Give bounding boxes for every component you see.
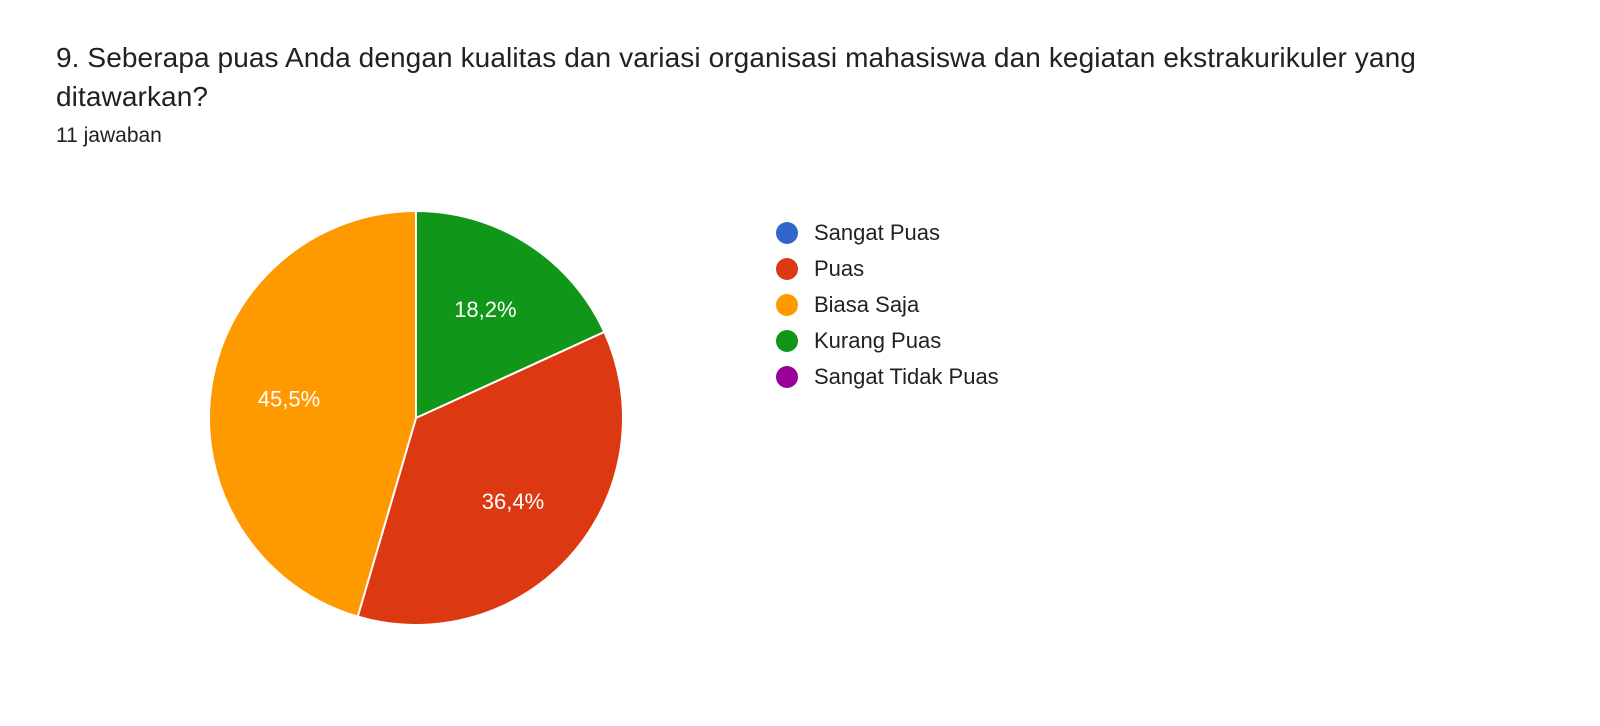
legend-swatch (776, 294, 798, 316)
legend: Sangat Puas Puas Biasa Saja Kurang Puas Sang… (776, 208, 999, 400)
slice-label: 36,4% (482, 489, 544, 514)
legend-swatch (776, 330, 798, 352)
legend-item: Puas (776, 256, 999, 282)
legend-item: Biasa Saja (776, 292, 999, 318)
chart-area: 18,2% 36,4% 45,5% Sangat Puas Puas Biasa Saj… (56, 208, 1544, 628)
legend-swatch (776, 222, 798, 244)
slice-label: 45,5% (258, 387, 320, 412)
pie-chart: 18,2% 36,4% 45,5% (196, 208, 636, 628)
pie-wrapper: 18,2% 36,4% 45,5% (56, 208, 776, 628)
legend-label: Sangat Tidak Puas (814, 364, 999, 390)
slice-label: 18,2% (454, 297, 516, 322)
legend-swatch (776, 258, 798, 280)
question-title: 9. Seberapa puas Anda dengan kualitas da… (56, 38, 1544, 116)
legend-label: Puas (814, 256, 864, 282)
legend-item: Kurang Puas (776, 328, 999, 354)
response-count: 11 jawaban (56, 124, 1544, 148)
chart-container: 9. Seberapa puas Anda dengan kualitas da… (0, 0, 1600, 666)
legend-swatch (776, 366, 798, 388)
legend-label: Sangat Puas (814, 220, 940, 246)
legend-item: Sangat Tidak Puas (776, 364, 999, 390)
legend-label: Biasa Saja (814, 292, 919, 318)
legend-label: Kurang Puas (814, 328, 941, 354)
legend-item: Sangat Puas (776, 220, 999, 246)
